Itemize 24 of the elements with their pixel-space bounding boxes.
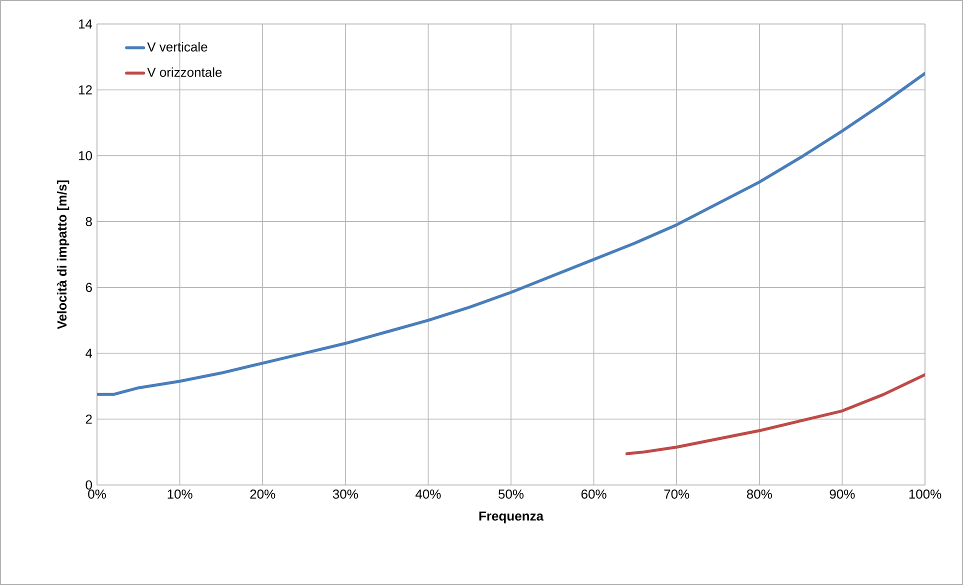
x-tick-label: 100% (909, 490, 942, 499)
x-tick-label: 70% (664, 490, 690, 499)
y-tick-label: 2 (86, 414, 92, 424)
y-tick-label: 8 (86, 216, 92, 226)
y-tick-label: 4 (86, 348, 92, 358)
x-tick-label: 50% (498, 490, 524, 499)
x-tick-label: 40% (415, 490, 441, 499)
x-axis-title: Frequenza (479, 512, 544, 524)
legend-label: V orizzontale (147, 67, 222, 77)
y-tick-label: 10 (79, 151, 92, 160)
line-series (625, 373, 926, 456)
x-tick-label: 90% (830, 490, 855, 499)
x-tick-label: 80% (746, 490, 772, 499)
y-tick-label: 6 (86, 282, 92, 292)
legend-label: V verticale (147, 42, 208, 52)
y-tick-label: 14 (79, 20, 92, 28)
y-tick-label: 12 (79, 85, 92, 94)
x-tick-label: 30% (332, 490, 358, 499)
x-tick-label: 10% (168, 490, 192, 499)
x-tick-label: 60% (581, 490, 606, 499)
y-axis-title: Velocità di impatto [m/s] (56, 180, 70, 330)
x-tick-label: 20% (250, 490, 276, 499)
y-tick-label: 0 (86, 480, 92, 490)
x-tick-label: 0% (88, 490, 106, 499)
